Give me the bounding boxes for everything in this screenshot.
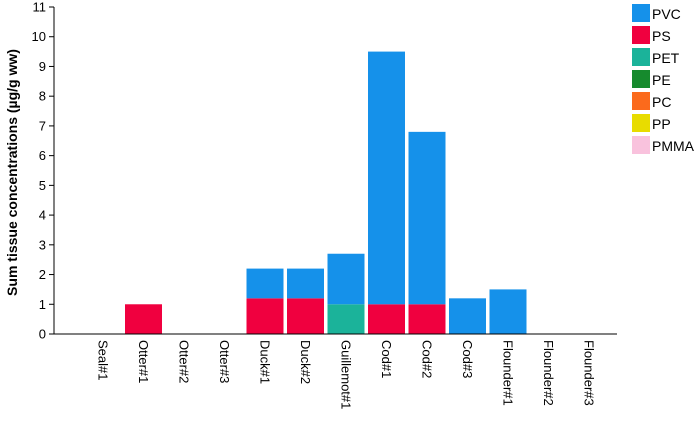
legend-swatch-pp (632, 114, 650, 132)
bar-guillemot-1-pvc (327, 253, 365, 305)
x-tick-label: Guillemot#1 (339, 340, 354, 409)
legend-swatch-pc (632, 92, 650, 110)
legend-swatch-pe (632, 70, 650, 88)
y-axis-title: Sum tissue concentrations (µg/g ww) (4, 49, 20, 296)
legend-swatch-pvc (632, 4, 650, 22)
x-tick-label: Seal#1 (96, 340, 111, 380)
x-tick-label: Cod#3 (460, 340, 475, 378)
x-axis-ticks: Seal#1 Otter#1 Otter#2 Otter#3 Duck#1 Duck#2 G… (96, 340, 597, 409)
x-tick-label: Cod#1 (379, 340, 394, 378)
bar-cod-1-ps (368, 304, 405, 334)
legend-label-pet: PET (652, 50, 680, 66)
bar-cod-3-pvc (449, 298, 486, 334)
bar-duck-2-ps (287, 298, 324, 334)
legend-swatch-ps (632, 26, 650, 44)
legend-label-pvc: PVC (652, 6, 681, 22)
y-tick-label: 5 (39, 178, 46, 193)
legend-swatch-pet (632, 48, 650, 66)
y-tick-label: 11 (33, 0, 47, 15)
bar-guillemot-1-pet (327, 304, 365, 334)
y-tick-label: 8 (39, 89, 46, 104)
x-tick-label: Flounder#1 (501, 340, 516, 406)
y-tick-label: 9 (39, 59, 46, 74)
x-tick-label: Otter#2 (177, 340, 192, 383)
bar-duck-1-pvc (246, 268, 284, 299)
bar-cod-1-pvc (368, 51, 405, 305)
x-tick-label: Flounder#3 (582, 340, 597, 406)
legend: PVC PS PET PE PC PP PMMA (632, 4, 695, 154)
bar-cod-2-pvc (408, 131, 446, 305)
y-tick-label: 7 (39, 118, 46, 133)
legend-label-pe: PE (652, 72, 671, 88)
bar-flounder-1-pvc (489, 289, 527, 334)
x-tick-label: Duck#2 (298, 340, 313, 384)
legend-label-pp: PP (652, 116, 671, 132)
legend-swatch-pmma (632, 136, 650, 154)
bar-cod-2-ps (408, 304, 446, 334)
y-tick-label: 4 (39, 208, 46, 223)
x-tick-label: Otter#3 (217, 340, 232, 383)
bars-group (125, 51, 527, 334)
x-tick-label: Flounder#2 (541, 340, 556, 406)
y-tick-label: 1 (39, 297, 46, 312)
y-tick-label: 6 (39, 148, 46, 163)
x-tick-label: Otter#1 (136, 340, 151, 383)
y-tick-label: 3 (39, 237, 46, 252)
y-tick-label: 0 (39, 327, 46, 342)
y-axis-ticks: 0 1 2 3 4 5 6 7 8 9 10 11 (32, 0, 54, 342)
x-tick-label: Duck#1 (258, 340, 273, 384)
legend-label-pc: PC (652, 94, 671, 110)
x-tick-label: Cod#2 (420, 340, 435, 378)
legend-label-pmma: PMMA (652, 138, 695, 154)
bar-duck-2-pvc (287, 268, 324, 299)
bar-duck-1-ps (246, 298, 284, 334)
y-tick-label: 2 (39, 267, 46, 282)
legend-label-ps: PS (652, 28, 671, 44)
bar-otter-1-ps (125, 304, 162, 334)
y-tick-label: 10 (32, 29, 46, 44)
